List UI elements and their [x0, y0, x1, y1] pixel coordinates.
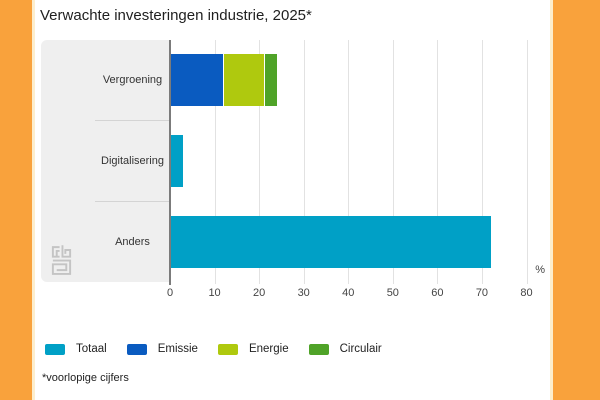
category-row-anders: Anders — [95, 201, 170, 282]
x-tick-label: 70 — [475, 287, 489, 299]
legend-label: Totaal — [76, 343, 107, 355]
legend-label: Emissie — [157, 343, 198, 355]
gridline-20 — [259, 40, 261, 284]
footnote: *voorlopige cijfers — [42, 372, 129, 384]
right-orange-strip — [550, 0, 600, 400]
x-tick-label: 80 — [520, 287, 533, 299]
legend-label: Energie — [248, 343, 289, 355]
x-axis-unit: % — [535, 264, 545, 276]
gridline-80 — [526, 40, 528, 284]
category-label: Digitalisering — [101, 155, 164, 167]
legend-item-circulair: Circulair — [308, 343, 382, 355]
gridline-10 — [214, 40, 216, 284]
x-tick-label: 0 — [166, 287, 174, 299]
legend-swatch — [308, 343, 329, 355]
legend-swatch — [126, 343, 147, 355]
plot-area: 0 10 20 30 40 50 60 70 80 — [167, 40, 542, 299]
category-label-panel: Vergroening Digitalisering Anders — [41, 40, 170, 282]
x-tick-label: 60 — [431, 287, 444, 299]
gridline-60 — [437, 40, 439, 284]
category-label: Anders — [115, 236, 150, 248]
category-row-vergroening: Vergroening — [95, 40, 170, 120]
legend-swatch — [45, 343, 65, 355]
gridline-70 — [481, 40, 483, 284]
x-tick-label: 50 — [386, 287, 399, 299]
bar-digitalisering-totaal — [170, 135, 184, 187]
legend-item-energie: Energie — [217, 343, 289, 355]
x-tick-label: 40 — [342, 287, 355, 299]
legend-label: Circulair — [339, 343, 382, 355]
legend-swatch — [217, 343, 238, 355]
bar-vergroening-circulair — [263, 54, 277, 107]
gridline-40 — [348, 40, 350, 284]
gridline-50 — [392, 40, 394, 284]
bar-vergroening-emissie — [170, 54, 224, 107]
left-orange-strip — [0, 0, 35, 400]
legend-item-emissie: Emissie — [126, 343, 198, 355]
cbs-logo — [51, 245, 72, 275]
bar-anders-totaal — [170, 215, 491, 268]
x-tick-label: 30 — [297, 287, 310, 299]
category-label: Vergroening — [102, 74, 163, 86]
y-axis-line — [169, 40, 171, 285]
x-tick-label: 20 — [253, 287, 266, 299]
category-labels: Vergroening Digitalisering Anders — [95, 40, 170, 282]
legend-item-totaal: Totaal — [45, 343, 107, 355]
bar-vergroening-energie — [223, 54, 264, 107]
chart-title: Verwachte investeringen industrie, 2025* — [40, 7, 312, 24]
category-row-digitalisering: Digitalisering — [95, 120, 170, 201]
legend: Totaal Emissie Energie Circulair — [45, 343, 382, 355]
x-tick-label: 10 — [208, 287, 221, 299]
gridline-30 — [303, 40, 305, 284]
